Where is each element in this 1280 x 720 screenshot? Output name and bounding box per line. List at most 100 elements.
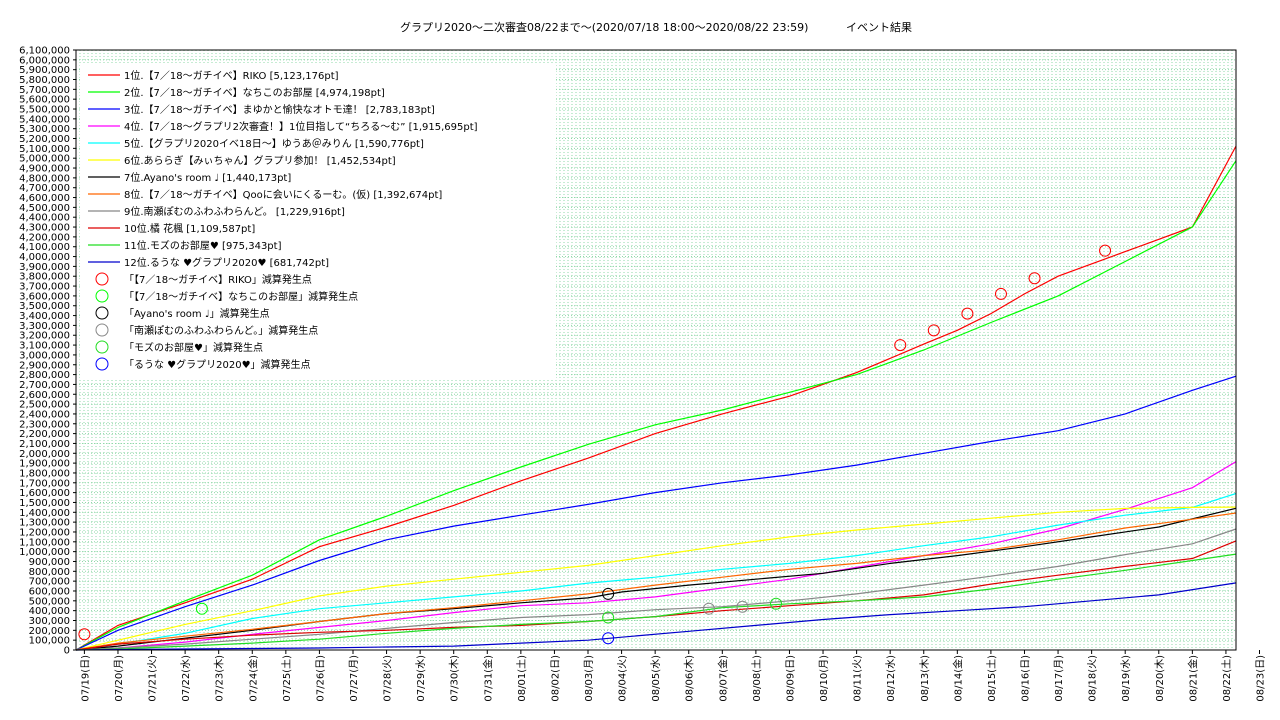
marker-point-5 [770, 597, 783, 610]
series-line-7 [75, 507, 1237, 651]
legend-entry: 10位.橘 花楓 [1,109,587pt] [124, 222, 255, 235]
y-tick-label: 4,600,000 [19, 193, 70, 204]
x-tick-label: 08/08(土) [750, 655, 763, 702]
y-tick-label: 300,000 [29, 616, 70, 627]
y-tick-label: 3,600,000 [19, 291, 70, 302]
y-tick-label: 3,000,000 [19, 350, 70, 361]
plot-frame [75, 49, 1237, 651]
y-tick-label: 5,900,000 [19, 65, 70, 76]
x-tick-label: 07/30(木) [449, 655, 461, 702]
chart-subtitle: イベント結果 [846, 20, 912, 34]
y-tick-label: 2,200,000 [19, 429, 70, 440]
x-tick-label: 07/24(金) [246, 655, 259, 702]
x-tick-label: 08/14(金) [951, 655, 964, 702]
x-tick-label: 08/20(木) [1154, 655, 1166, 702]
series-line-5 [75, 492, 1237, 651]
legend-entry: 4位.【7／18〜グラプリ2次審査！】1位目指して“ちろる〜む” [1,915,… [124, 120, 478, 133]
legend-entry: 11位.モズのお部屋♥ [975,343pt] [124, 239, 282, 252]
x-tick-label: 07/22(水) [180, 655, 192, 702]
y-tick-label: 0 [64, 646, 70, 657]
y-tick-label: 5,100,000 [19, 144, 70, 155]
legend-entry: 7位.Ayano's room ♩ [1,440,173pt] [124, 171, 291, 184]
y-tick-label: 1,900,000 [19, 459, 70, 470]
y-tick-label: 4,800,000 [19, 173, 70, 184]
x-axis: 07/19(日) 07/20(月) 07/21(火) 07/22(水) 07/23(木)… [80, 650, 1267, 702]
y-tick-label: 2,900,000 [19, 360, 70, 371]
y-tick-label: 2,600,000 [19, 390, 70, 401]
x-tick-label: 07/23(木) [214, 655, 226, 702]
legend-entry: 「モズのお部屋♥」減算発生点 [124, 341, 263, 354]
x-tick-label: 08/03(月) [583, 655, 595, 702]
y-tick-label: 5,400,000 [19, 114, 70, 125]
y-tick-label: 3,200,000 [19, 331, 70, 342]
x-tick-label: 08/22(土) [1220, 655, 1233, 702]
legend-entry: 2位.【7／18〜ガチイベ】なちこのお部屋 [4,974,198pt] [124, 86, 385, 99]
x-tick-label: 08/01(土) [515, 655, 528, 702]
series-line-12 [75, 582, 1237, 651]
y-tick-label: 2,700,000 [19, 380, 70, 391]
y-tick-label: 2,100,000 [19, 439, 70, 450]
y-tick-label: 4,200,000 [19, 232, 70, 243]
legend-entry: 9位.南瀬ぽむのふわふわらんど。 [1,229,916pt] [124, 205, 345, 218]
marker-layer [78, 244, 1112, 645]
y-tick-label: 100,000 [29, 636, 70, 647]
marker-point-3 [602, 587, 615, 600]
marker-point-1 [994, 287, 1007, 300]
x-tick-label: 08/18(火) [1087, 655, 1099, 702]
series-line-8 [75, 512, 1237, 651]
series-line-4 [75, 461, 1237, 651]
y-tick-label: 4,100,000 [19, 242, 70, 253]
x-tick-label: 08/19(水) [1120, 655, 1132, 702]
y-tick-label: 3,800,000 [19, 272, 70, 283]
series-line-1 [75, 145, 1237, 651]
y-tick-label: 200,000 [29, 626, 70, 637]
y-tick-label: 2,400,000 [19, 409, 70, 420]
legend-box [80, 65, 556, 379]
marker-point-1 [1099, 244, 1112, 257]
legend-entry: 5位.【グラプリ2020イベ18日〜】ゆうあ＠みりん [1,590,776pt] [124, 137, 424, 150]
legend-entry: 8位.【7／18〜ガチイベ】Qooに会いにくるーむ。(仮) [1,392,674… [124, 188, 442, 201]
y-tick-label: 1,700,000 [19, 478, 70, 489]
y-tick-label: 5,300,000 [19, 124, 70, 135]
y-tick-label: 3,700,000 [19, 282, 70, 293]
y-tick-label: 700,000 [29, 577, 70, 588]
marker-point-5 [602, 611, 615, 624]
x-tick-label: 08/13(木) [919, 655, 931, 702]
marker-point-4 [736, 600, 749, 613]
legend-swatch-marker [95, 323, 109, 337]
legend-entry: 1位.【7／18〜ガチイベ】RIKO [5,123,176pt] [124, 69, 339, 82]
x-tick-label: 07/25(土) [280, 655, 293, 702]
y-tick-label: 3,100,000 [19, 341, 70, 352]
y-tick-label: 1,300,000 [19, 518, 70, 529]
y-tick-label: 4,700,000 [19, 183, 70, 194]
y-tick-label: 2,300,000 [19, 419, 70, 430]
legend-entry: 6位.あららぎ【みぃちゃん】グラプリ参加！ [1,452,534pt] [124, 154, 396, 167]
x-tick-label: 08/10(月) [818, 655, 830, 702]
y-tick-label: 2,000,000 [19, 449, 70, 460]
legend-swatch-marker [95, 357, 109, 371]
y-tick-label: 5,500,000 [19, 105, 70, 116]
y-tick-label: 4,900,000 [19, 164, 70, 175]
y-tick-label: 3,400,000 [19, 311, 70, 322]
series-line-6 [75, 506, 1237, 651]
y-tick-label: 600,000 [29, 586, 70, 597]
x-tick-label: 07/21(火) [147, 655, 159, 702]
x-tick-label: 07/26(日) [315, 655, 326, 702]
marker-point-2 [195, 602, 208, 615]
y-tick-label: 1,500,000 [19, 498, 70, 509]
y-tick-label: 4,300,000 [19, 223, 70, 234]
series-line-3 [75, 375, 1237, 651]
legend-entry: 12位.るうな ♥グラプリ2020♥ [681,742pt] [124, 256, 329, 269]
chart-title: グラプリ2020〜二次審査08/22まで〜(2020/07/18 18:00〜2… [400, 20, 808, 34]
legend-entry: 「るうな ♥グラプリ2020♥」減算発生点 [124, 358, 311, 371]
y-tick-label: 5,200,000 [19, 134, 70, 145]
y-tick-label: 5,700,000 [19, 85, 70, 96]
x-tick-label: 07/31(金) [481, 655, 494, 702]
y-tick-label: 1,600,000 [19, 488, 70, 499]
marker-point-6 [602, 632, 615, 645]
y-tick-label: 1,800,000 [19, 468, 70, 479]
legend-entry: 「【7／18〜ガチイベ】RIKO」減算発生点 [124, 273, 312, 286]
x-tick-label: 08/15(土) [985, 655, 998, 702]
legend-swatch-marker [95, 340, 109, 354]
